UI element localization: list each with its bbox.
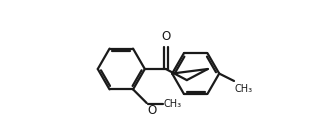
Text: CH₃: CH₃ xyxy=(164,99,181,109)
Text: O: O xyxy=(148,104,157,117)
Text: CH₃: CH₃ xyxy=(235,84,253,94)
Text: O: O xyxy=(161,30,171,43)
